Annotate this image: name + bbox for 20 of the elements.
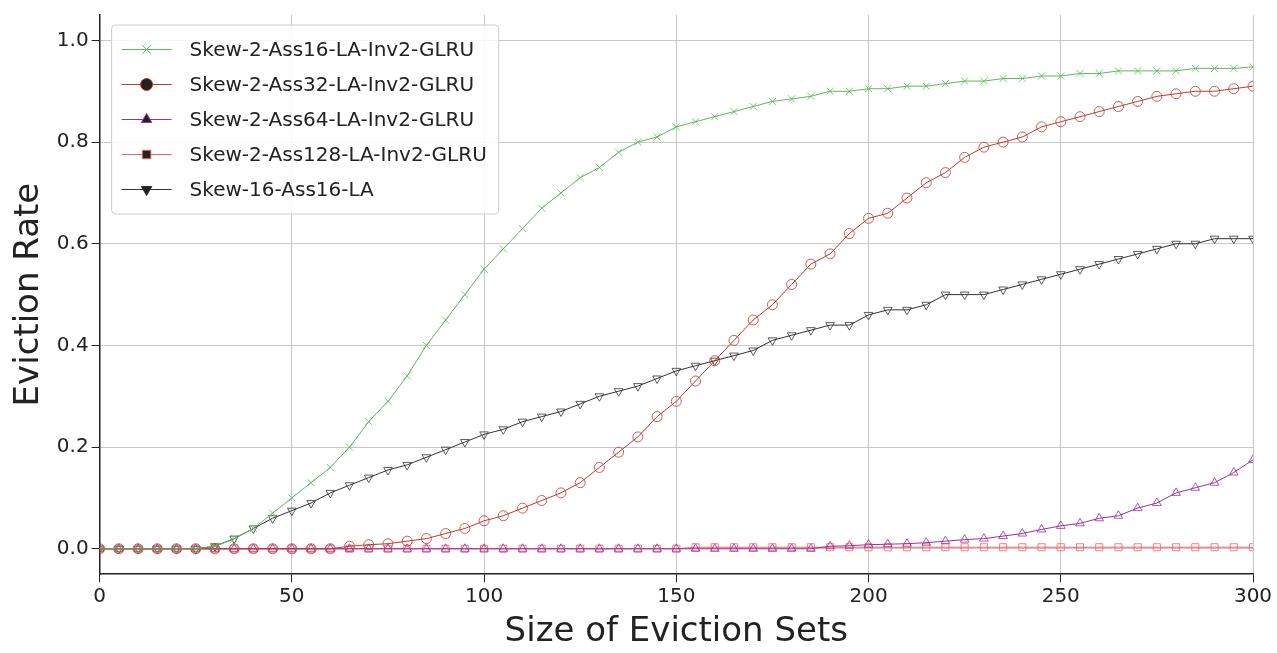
x-axis-title: Size of Eviction Sets xyxy=(504,609,849,650)
legend-label: Skew-2-Ass16-LA-Inv2-GLRU xyxy=(189,36,475,61)
y-tick-label: 0.0 xyxy=(56,534,89,559)
legend-label: Skew-16-Ass16-LA xyxy=(189,176,375,201)
y-tick-label: 0.8 xyxy=(56,128,89,153)
x-tick-label: 200 xyxy=(849,583,888,608)
x-tick-label: 250 xyxy=(1041,583,1080,608)
y-tick-label: 0.2 xyxy=(56,433,89,458)
legend-label: Skew-2-Ass32-LA-Inv2-GLRU xyxy=(189,71,475,96)
x-tick-label: 100 xyxy=(464,583,504,608)
x-tick-label: 0 xyxy=(93,583,106,608)
legend-label: Skew-2-Ass64-LA-Inv2-GLRU xyxy=(189,106,475,131)
y-axis-title: Eviction Rate xyxy=(6,182,47,407)
x-tick-label: 300 xyxy=(1233,583,1273,608)
y-tick-label: 0.4 xyxy=(56,331,89,356)
x-tick-label: 150 xyxy=(657,583,696,608)
y-tick-label: 0.6 xyxy=(56,229,89,254)
y-tick-label: 1.0 xyxy=(56,26,89,51)
x-tick-label: 50 xyxy=(279,583,305,608)
legend-label: Skew-2-Ass128-LA-Inv2-GLRU xyxy=(189,141,487,166)
